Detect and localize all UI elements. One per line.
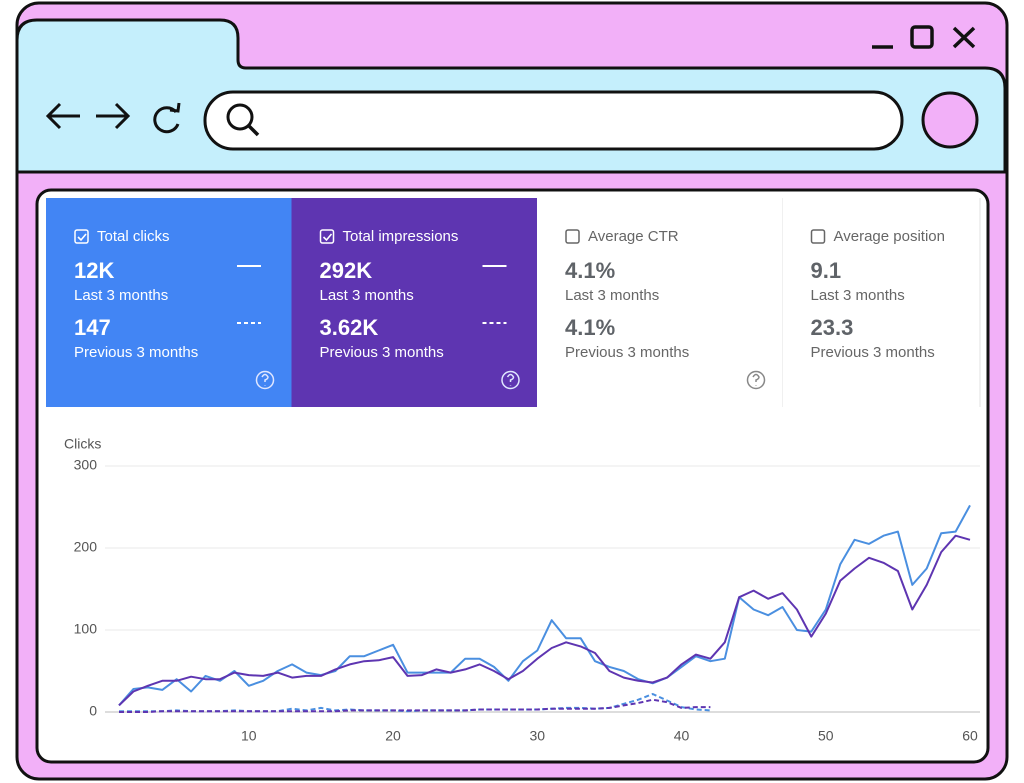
x-tick-label: 60 (962, 728, 978, 744)
series-line (118, 504, 971, 707)
back-button[interactable] (45, 102, 80, 130)
help-icon (752, 373, 760, 386)
x-tick-label: 10 (241, 728, 257, 744)
checkbox[interactable] (810, 229, 826, 244)
y-tick-label: 0 (89, 703, 97, 719)
profile-button[interactable] (921, 91, 979, 149)
chart: Clicks 0 100 200 300 10 20 30 40 50 60 (64, 436, 980, 744)
x-tick-label: 20 (385, 728, 401, 744)
search-icon (247, 124, 260, 137)
search-icon (226, 103, 254, 131)
x-tick-label: 50 (818, 728, 834, 744)
help-icon (261, 373, 269, 386)
reload-button[interactable] (153, 102, 181, 134)
previous-period: Previous 3 months (811, 344, 935, 361)
metric-cards: Total clicks 12K Last 3 months 147 Previous … (46, 198, 981, 407)
y-axis-label: Clicks (64, 436, 101, 452)
help-icon[interactable] (255, 370, 275, 390)
y-tick-label: 100 (74, 621, 98, 637)
series-line (118, 534, 971, 707)
help-icon[interactable] (746, 370, 766, 390)
checkbox[interactable] (319, 229, 335, 244)
previous-period: Previous 3 months (320, 344, 444, 361)
metric-card[interactable] (782, 198, 981, 407)
card-label: Total impressions (343, 228, 459, 245)
previous-value: 147 (74, 315, 111, 340)
metric-card[interactable] (291, 198, 538, 407)
checkbox[interactable] (565, 229, 580, 244)
checkmark (77, 233, 87, 242)
x-tick-label: 30 (529, 728, 545, 744)
y-tick-label: 300 (74, 457, 98, 473)
current-value: 12K (74, 258, 114, 283)
checkmark (322, 233, 333, 242)
metric-card[interactable] (46, 198, 292, 407)
metric-card[interactable] (537, 198, 783, 407)
close-button[interactable] (952, 26, 976, 49)
card-label: Average CTR (588, 228, 679, 245)
address-bar[interactable] (203, 90, 904, 151)
y-tick-label: 200 (74, 539, 98, 555)
current-period: Last 3 months (74, 287, 168, 304)
series-line (119, 698, 711, 713)
card-label: Total clicks (97, 228, 170, 245)
previous-period: Previous 3 months (74, 344, 198, 361)
current-period: Last 3 months (565, 287, 659, 304)
previous-value: 4.1% (565, 315, 615, 340)
current-value: 292K (320, 258, 373, 283)
previous-value: 23.3 (811, 315, 854, 340)
checkbox[interactable] (74, 229, 89, 244)
card-label: Average position (834, 228, 945, 245)
current-value: 4.1% (565, 258, 615, 283)
current-period: Last 3 months (811, 287, 905, 304)
help-icon (506, 373, 515, 386)
x-tick-label: 40 (674, 728, 690, 744)
forward-button[interactable] (96, 102, 131, 130)
previous-value: 3.62K (320, 315, 379, 340)
current-value: 9.1 (811, 258, 842, 283)
maximize-button[interactable] (910, 25, 934, 49)
previous-period: Previous 3 months (565, 344, 689, 361)
current-period: Last 3 months (320, 287, 414, 304)
help-icon[interactable] (501, 370, 520, 390)
